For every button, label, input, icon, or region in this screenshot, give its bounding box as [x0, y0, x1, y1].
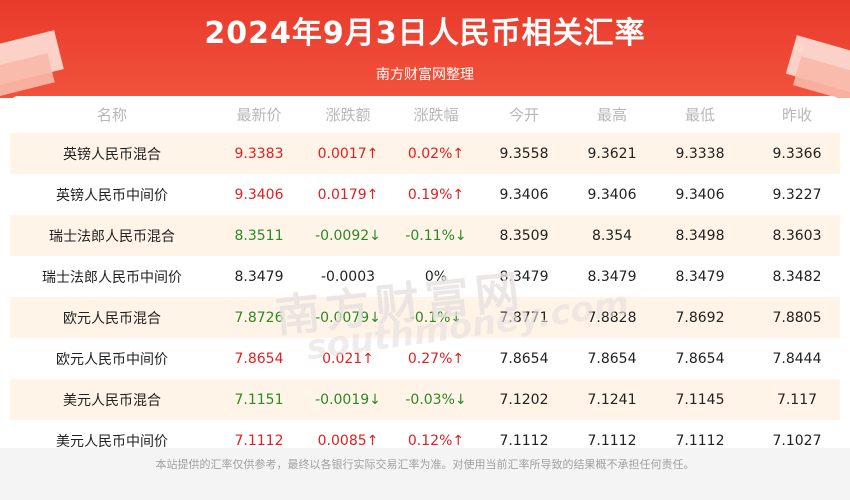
latest-price: 7.1151: [214, 379, 304, 420]
open-price: 7.1112: [499, 432, 549, 449]
rates-table: 名称 最新价 涨跌额 涨跌幅 今开 最高 最低 昨收 英镑人民币混合 9.3383…: [10, 96, 840, 448]
open-price: 9.3406: [499, 186, 549, 203]
table-row: 欧元人民币中间价 7.8654 0.021↑ 0.27%↑ 7.8654 7.8654 7.…: [10, 338, 840, 379]
table-row: 英镑人民币混合 9.3383 0.0017↑ 0.02%↑ 9.3558 9.3621 9.…: [10, 133, 840, 174]
high-price: 9.3406: [587, 186, 637, 203]
prev-close: 7.1027: [772, 432, 822, 449]
decoration-right: [785, 35, 850, 98]
decoration-left: [0, 30, 64, 97]
high-price: 7.1112: [587, 432, 637, 449]
change-percent: 0.02%↑: [392, 133, 480, 174]
page-subtitle: 南方财富网整理: [376, 67, 474, 83]
currency-name: 瑞士法郎人民币中间价: [42, 269, 182, 286]
change-amount: 0.021↑: [322, 350, 374, 367]
disclaimer-text: 本站提供的汇率仅供参考，最终以各银行实际交易汇率为准。对使用当前汇率所导致的结果…: [155, 458, 695, 471]
table-row: 美元人民币中间价 7.1112 0.0085↑ 0.12%↑ 7.1112 7.1112 7…: [10, 420, 840, 449]
change-amount: -0.0019↓: [304, 379, 392, 420]
high-price: 7.1241: [568, 379, 656, 420]
table-row: 美元人民币混合 7.1151 -0.0019↓ -0.03%↓ 7.1202 7.1241…: [10, 379, 840, 420]
column-header: 最高: [596, 106, 627, 124]
low-price: 7.8692: [656, 297, 744, 338]
low-price: 8.3498: [656, 215, 744, 256]
column-header: 最新价: [236, 106, 282, 124]
high-price: 7.8828: [568, 297, 656, 338]
high-price: 8.354: [568, 215, 656, 256]
currency-name: 英镑人民币混合: [10, 133, 214, 174]
footer: 本站提供的汇率仅供参考，最终以各银行实际交易汇率为准。对使用当前汇率所导致的结果…: [0, 448, 850, 500]
low-price: 7.8654: [675, 350, 725, 367]
low-price: 9.3406: [675, 186, 725, 203]
latest-price: 7.8726: [214, 297, 304, 338]
table-row: 英镑人民币中间价 9.3406 0.0179↑ 0.19%↑ 9.3406 9.3406 9…: [10, 174, 840, 215]
prev-close: 8.3482: [772, 268, 822, 285]
change-percent: 0.12%↑: [407, 432, 465, 449]
open-price: 7.8654: [499, 350, 549, 367]
header-banner: 2024年9月3日人民币相关汇率 南方财富网整理: [0, 0, 850, 98]
change-amount: -0.0079↓: [304, 297, 392, 338]
open-price: 8.3479: [499, 268, 549, 285]
change-percent: -0.1%↓: [392, 297, 480, 338]
column-header: 昨收: [781, 106, 812, 124]
prev-close: 9.3366: [744, 133, 840, 174]
column-header: 今开: [508, 106, 539, 124]
rates-table-card: 名称 最新价 涨跌额 涨跌幅 今开 最高 最低 昨收 英镑人民币混合 9.3383…: [10, 96, 840, 448]
latest-price: 9.3383: [214, 133, 304, 174]
column-header: 名称: [96, 106, 127, 124]
column-header: 涨跌幅: [413, 106, 459, 124]
change-percent: 0.27%↑: [407, 350, 465, 367]
open-price: 9.3558: [480, 133, 568, 174]
column-header: 涨跌额: [325, 106, 371, 124]
low-price: 7.1145: [656, 379, 744, 420]
currency-name: 美元人民币混合: [10, 379, 214, 420]
low-price: 9.3338: [656, 133, 744, 174]
change-amount: 0.0179↑: [317, 186, 379, 203]
table-row: 欧元人民币混合 7.8726 -0.0079↓ -0.1%↓ 7.8771 7.8828 7…: [10, 297, 840, 338]
high-price: 9.3621: [568, 133, 656, 174]
prev-close: 7.8805: [744, 297, 840, 338]
currency-name: 英镑人民币中间价: [56, 187, 168, 204]
currency-name: 欧元人民币中间价: [56, 351, 168, 368]
change-percent: -0.11%↓: [392, 215, 480, 256]
change-percent: 0.19%↑: [407, 186, 465, 203]
low-price: 7.1112: [675, 432, 725, 449]
open-price: 7.1202: [480, 379, 568, 420]
page-title: 2024年9月3日人民币相关汇率: [204, 16, 646, 51]
currency-name: 美元人民币中间价: [56, 433, 168, 449]
high-price: 8.3479: [587, 268, 637, 285]
prev-close: 9.3227: [772, 186, 822, 203]
latest-price: 7.8654: [234, 350, 284, 367]
change-amount: 0.0017↑: [304, 133, 392, 174]
currency-name: 欧元人民币混合: [10, 297, 214, 338]
currency-name: 瑞士法郎人民币混合: [10, 215, 214, 256]
open-price: 7.8771: [480, 297, 568, 338]
latest-price: 8.3511: [214, 215, 304, 256]
prev-close: 8.3603: [744, 215, 840, 256]
open-price: 8.3509: [480, 215, 568, 256]
column-header: 最低: [684, 106, 715, 124]
change-amount: -0.0092↓: [304, 215, 392, 256]
latest-price: 7.1112: [234, 432, 284, 449]
table-row: 瑞士法郎人民币混合 8.3511 -0.0092↓ -0.11%↓ 8.3509 8.35…: [10, 215, 840, 256]
low-price: 8.3479: [675, 268, 725, 285]
change-amount: -0.0003: [320, 268, 376, 285]
change-amount: 0.0085↑: [317, 432, 379, 449]
table-row: 瑞士法郎人民币中间价 8.3479 -0.0003 0% 8.3479 8.3479 8.3…: [10, 256, 840, 297]
change-percent: -0.03%↓: [392, 379, 480, 420]
prev-close: 7.117: [744, 379, 840, 420]
high-price: 7.8654: [587, 350, 637, 367]
prev-close: 7.8444: [772, 350, 822, 367]
latest-price: 9.3406: [234, 186, 284, 203]
table-header-row: 名称 最新价 涨跌额 涨跌幅 今开 最高 最低 昨收: [10, 96, 840, 133]
change-percent: 0%: [424, 268, 448, 285]
latest-price: 8.3479: [234, 268, 284, 285]
